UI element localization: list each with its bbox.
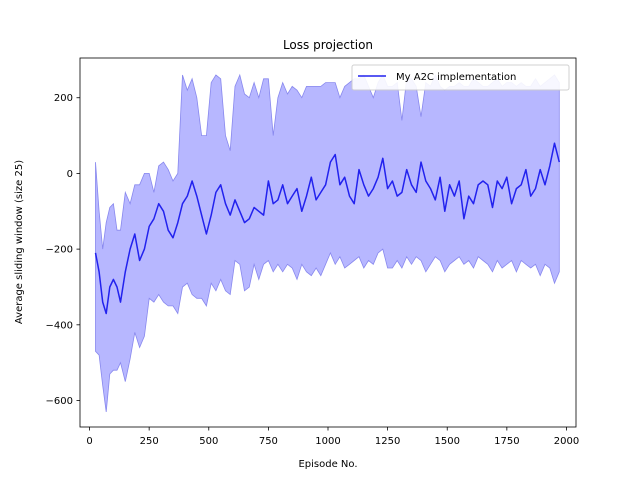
legend-entry-label: My A2C implementation [396, 72, 516, 83]
legend-frame [351, 64, 570, 91]
y-tick-label: 200 [54, 93, 73, 104]
series-0-line [94, 142, 561, 315]
x-tick-label: 1500 [435, 436, 460, 447]
x-tick-label: 2000 [554, 436, 579, 447]
x-tick-label: 0 [86, 436, 92, 447]
x-tick-label: 250 [140, 436, 159, 447]
y-tick-label: 0 [67, 169, 73, 180]
y-axis-label: Average sliding window (size 25) [14, 160, 25, 324]
x-tick-label: 1000 [315, 436, 340, 447]
x-tick-label: 750 [259, 436, 278, 447]
chart-title: Loss projection [283, 38, 373, 52]
y-tick-label: −600 [46, 396, 73, 407]
x-tick-label: 500 [199, 436, 218, 447]
x-tick-label: 1250 [375, 436, 400, 447]
y-tick-label: −200 [46, 245, 73, 256]
x-axis-label: Episode No. [298, 459, 357, 470]
legend: My A2C implementation [351, 64, 570, 91]
series-0-band [95, 73, 560, 412]
y-tick-label: −400 [46, 320, 73, 331]
plot-area: 0 250 500 750 1000 1250 1500 1750 2000−600−400−2… [46, 57, 579, 447]
x-tick-label: 1750 [494, 436, 519, 447]
